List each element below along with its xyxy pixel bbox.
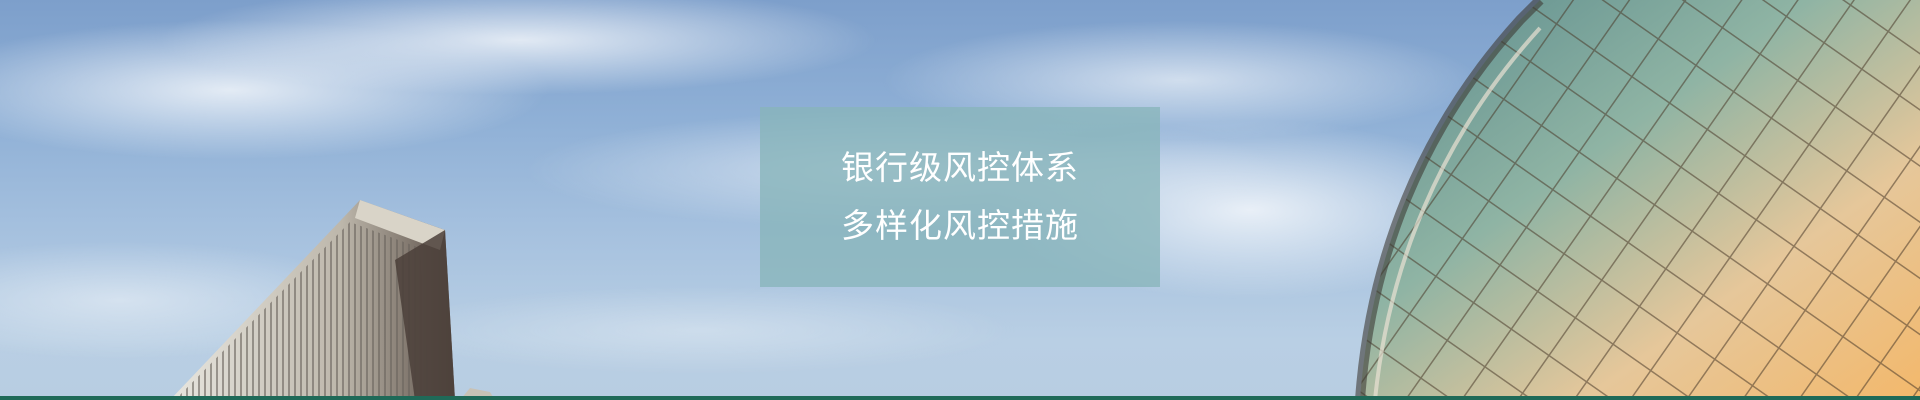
clouds	[0, 0, 1510, 375]
slogan-line-2: 多样化风控措施	[841, 206, 1079, 245]
slogan-box: 银行级风控体系 多样化风控措施	[760, 107, 1160, 287]
accent-bar	[0, 396, 1920, 400]
slogan-line-1: 银行级风控体系	[841, 148, 1079, 187]
left-skyscraper	[170, 200, 495, 400]
right-glass-building	[1355, 0, 1920, 400]
